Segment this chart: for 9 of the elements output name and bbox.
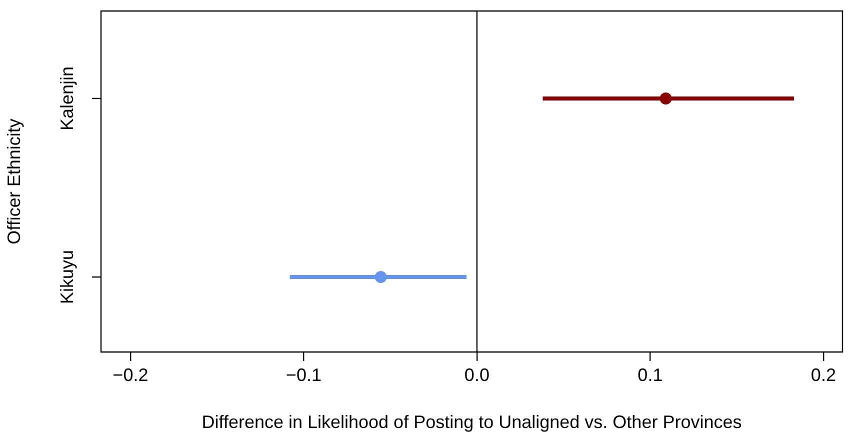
x-tick-label: −0.1 bbox=[286, 364, 322, 385]
x-axis-title: Difference in Likelihood of Posting to Unaligned vs. Other Provinces bbox=[202, 412, 742, 432]
x-tick-label: 0.1 bbox=[638, 364, 663, 385]
x-tick-label: 0.0 bbox=[464, 364, 490, 385]
x-tick-label: −0.2 bbox=[112, 364, 148, 385]
y-tick-label: Kikuyu bbox=[56, 250, 77, 304]
y-tick-label: Kalenjin bbox=[56, 66, 77, 131]
y-axis-title: Officer Ethnicity bbox=[4, 118, 24, 244]
x-tick-label: 0.2 bbox=[810, 364, 836, 385]
